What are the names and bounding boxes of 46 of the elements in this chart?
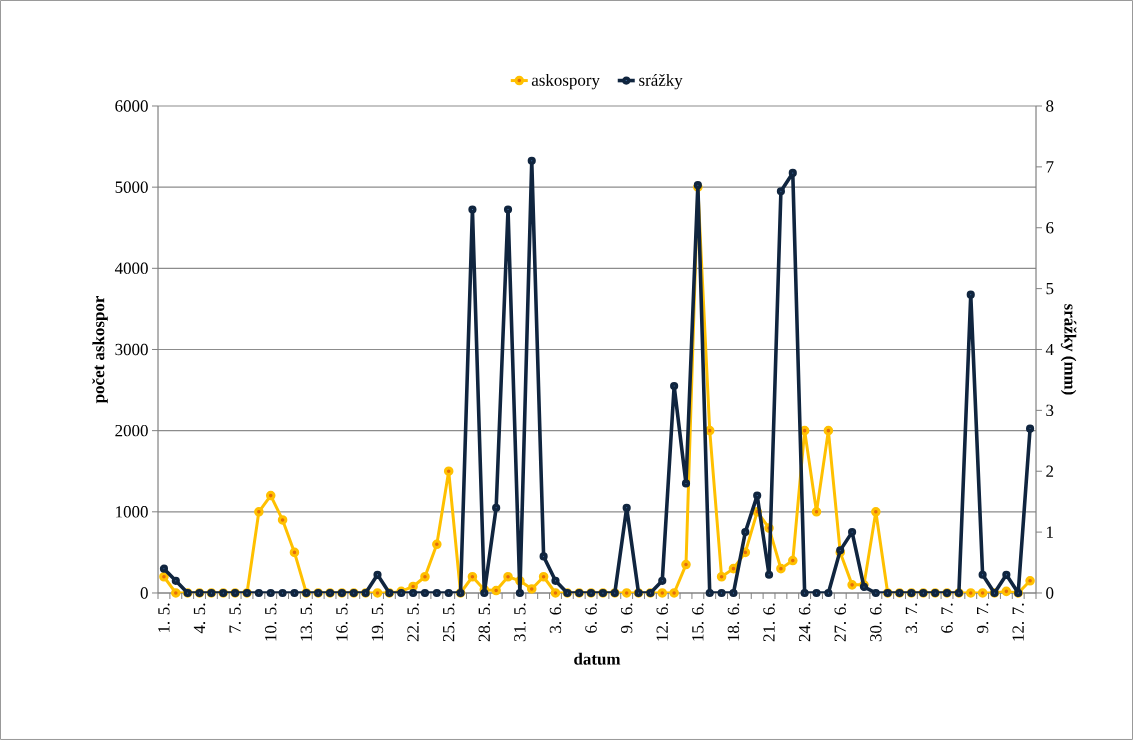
y2-tick-label: 2 xyxy=(1046,465,1054,477)
y-tick-label: 4000 xyxy=(114,262,148,275)
x-tick-label: 9. 6. xyxy=(620,603,633,634)
y-tick-label: 2000 xyxy=(115,424,148,437)
legend-label: askospory xyxy=(531,73,600,90)
y-tick-label: 3000 xyxy=(115,343,148,356)
x-tick-label: 24. 6. xyxy=(798,603,811,642)
x-tick-label: 21. 6. xyxy=(763,603,775,642)
x-tick-label: 22. 5. xyxy=(407,603,419,642)
x-tick-label: 13. 5. xyxy=(300,603,313,641)
y2-tick-label: 1 xyxy=(1047,526,1053,538)
x-tick-label: 27. 6. xyxy=(834,603,846,642)
y2-tick-label: 6 xyxy=(1046,222,1054,234)
x-tick-label: 3. 7. xyxy=(905,603,918,633)
x-tick-label: 31. 5. xyxy=(514,603,526,642)
x-tick-label: 10. 5. xyxy=(264,603,277,641)
x-tick-label: 6. 6. xyxy=(585,603,597,633)
y2-tick-label: 8 xyxy=(1046,100,1054,112)
x-tick-label: 1. 5. xyxy=(158,603,170,633)
legend-label: srážky xyxy=(639,73,683,90)
y-tick-label: 0 xyxy=(140,587,148,599)
y-tick-label: 1000 xyxy=(116,506,148,518)
x-tick-label: 15. 6. xyxy=(692,603,704,641)
x-tick-label: 12. 7. xyxy=(1012,603,1024,641)
x-tick-label: 7. 5. xyxy=(229,603,241,633)
x-tick-label: 3. 6. xyxy=(549,603,562,633)
x-tick-label: 16. 5. xyxy=(336,603,348,641)
y2-tick-label: 4 xyxy=(1045,343,1054,356)
x-tick-label: 12. 6. xyxy=(656,603,668,641)
x-tick-label: 18. 6. xyxy=(727,603,740,641)
y2-tick-label: 5 xyxy=(1046,282,1054,295)
x-tick-label: 6. 7. xyxy=(941,603,953,633)
x-tick-label: 9. 7. xyxy=(976,603,989,634)
y-axis-title: počet askospor xyxy=(92,296,108,404)
x-tick-label: 28. 5. xyxy=(478,603,491,642)
y-tick-label: 5000 xyxy=(115,181,148,193)
x-tick-label: 19. 5. xyxy=(371,603,384,641)
x-tick-label: 25. 5. xyxy=(442,603,455,642)
x-tick-label: 30. 6. xyxy=(870,603,882,642)
y-tick-label: 6000 xyxy=(115,100,148,112)
x-axis-title: datum xyxy=(574,652,621,665)
y2-tick-label: 3 xyxy=(1046,404,1054,417)
y2-tick-label: 7 xyxy=(1046,161,1054,173)
y2-tick-label: 0 xyxy=(1046,587,1054,599)
x-tick-label: 4. 5. xyxy=(193,603,206,634)
y2-axis-title: srážky (mm) xyxy=(1060,304,1077,395)
